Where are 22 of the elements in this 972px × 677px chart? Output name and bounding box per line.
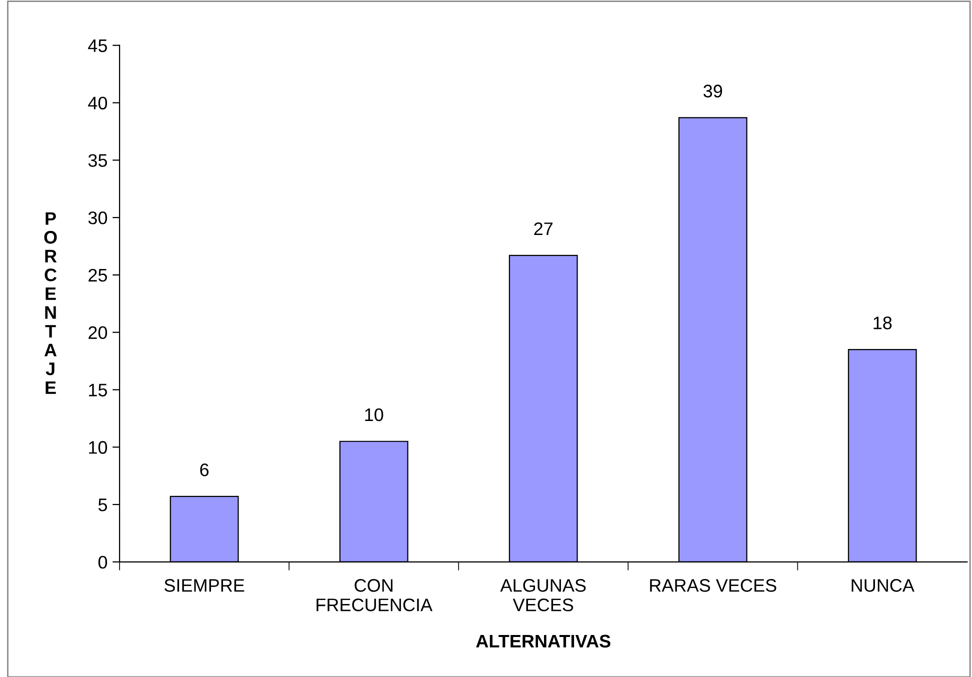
data-label: 27 (534, 222, 552, 236)
y-tick-label: 30 (88, 211, 108, 224)
y-tick-label: 5 (98, 498, 107, 512)
y-tick-label: 40 (88, 96, 108, 110)
data-label: 18 (874, 316, 892, 330)
y-tick-label: 20 (88, 326, 108, 340)
y-tick-label: 0 (98, 556, 108, 569)
y-tick-label: 10 (89, 441, 108, 454)
y-tick-label: 25 (88, 268, 107, 282)
x-axis-title: ALTERNATIVAS (476, 634, 610, 648)
y-tick-label: 15 (89, 384, 107, 396)
text: PORCENTAJE (44, 212, 57, 394)
y-tick-label: 35 (88, 154, 107, 167)
x-tick-label: ALGUNAS VECES (500, 579, 586, 612)
data-label: 39 (704, 84, 722, 98)
data-label: 10 (365, 408, 384, 422)
y-tick-label: 45 (88, 39, 107, 52)
x-tick-label: NUNCA (852, 579, 914, 592)
x-tick-label: RARAS VECES (650, 579, 776, 592)
data-label: 6 (200, 463, 209, 476)
x-tick-label: CON FRECUENCIA (316, 579, 432, 612)
x-tick-label: SIEMPRE (164, 579, 244, 592)
